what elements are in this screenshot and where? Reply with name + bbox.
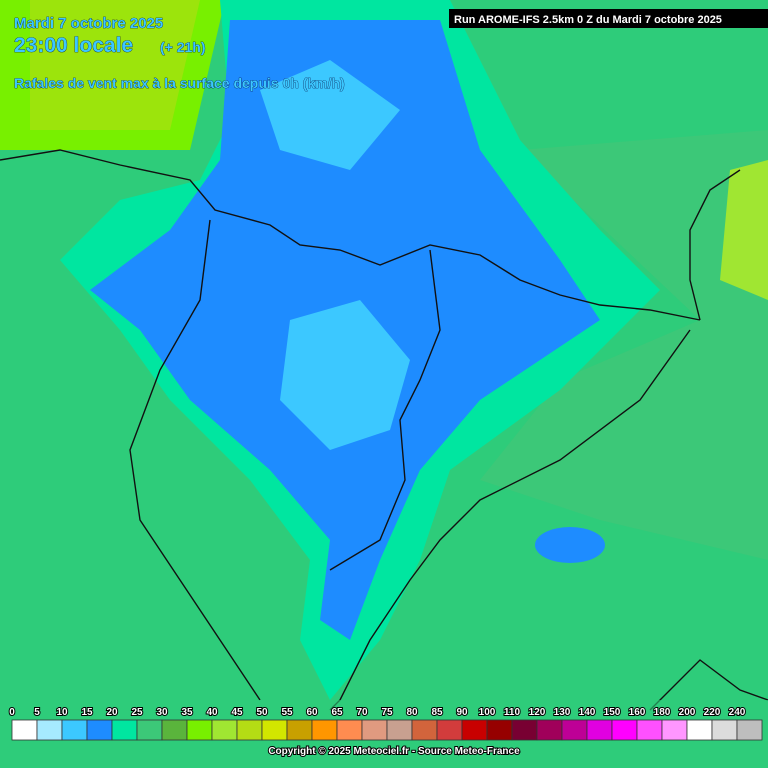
legend-swatch — [711, 719, 738, 741]
legend-swatch — [536, 719, 563, 741]
legend-swatch — [386, 719, 413, 741]
parameter-label: Rafales de vent max à la surface depuis … — [14, 75, 345, 91]
lead-label: (+ 21h) — [160, 39, 206, 55]
sea-region — [480, 130, 768, 560]
legend-label: 5 — [34, 707, 40, 718]
legend-label: 80 — [406, 707, 418, 718]
legend-label: 220 — [704, 707, 721, 718]
legend-swatch — [661, 719, 688, 741]
legend-swatch — [86, 719, 113, 741]
wind-zone — [535, 527, 605, 563]
wind-zone — [260, 60, 410, 450]
run-box — [449, 9, 768, 28]
legend-swatch — [561, 719, 588, 741]
legend-swatch — [736, 719, 763, 741]
legend-label: 35 — [181, 707, 193, 718]
legend-label: 0 — [9, 707, 15, 718]
legend-swatch — [261, 719, 288, 741]
legend-label: 130 — [554, 707, 571, 718]
legend-swatch — [236, 719, 263, 741]
border-line — [0, 149, 768, 711]
legend-label: 20 — [106, 707, 118, 718]
legend-label: 120 — [529, 707, 546, 718]
legend-label: 30 — [156, 707, 168, 718]
legend-label: 160 — [629, 707, 646, 718]
legend-swatch — [436, 719, 463, 741]
legend-label: 10 — [56, 707, 68, 718]
copyright: Copyright © 2025 Meteociel.fr - Source M… — [268, 746, 520, 757]
legend-swatch — [686, 719, 713, 741]
legend-label: 50 — [256, 707, 268, 718]
legend-swatch — [336, 719, 363, 741]
legend-label: 70 — [356, 707, 368, 718]
legend-swatch — [11, 719, 38, 741]
legend-label: 240 — [729, 707, 746, 718]
legend-label: 40 — [206, 707, 218, 718]
legend-label: 75 — [381, 707, 393, 718]
legend-swatch — [161, 719, 188, 741]
legend-swatch — [61, 719, 88, 741]
date-label: Mardi 7 octobre 2025 — [14, 15, 163, 32]
legend-label: 15 — [81, 707, 93, 718]
legend-label: 140 — [579, 707, 596, 718]
legend-swatch — [636, 719, 663, 741]
legend-label: 25 — [131, 707, 143, 718]
legend-label: 110 — [504, 707, 521, 718]
legend-swatch — [111, 719, 138, 741]
legend-label: 65 — [331, 707, 343, 718]
legend-swatch — [136, 719, 163, 741]
legend-swatch — [36, 719, 63, 741]
legend-swatch — [486, 719, 513, 741]
legend-label: 100 — [479, 707, 496, 718]
legend-label: 200 — [679, 707, 696, 718]
legend-label: 45 — [231, 707, 243, 718]
legend-label: 55 — [281, 707, 293, 718]
sea-region — [720, 160, 768, 300]
sea-region — [30, 0, 200, 130]
legend-swatch — [186, 719, 213, 741]
legend-swatch — [211, 719, 238, 741]
legend: 0 5 10 15 20 25 30 35 40 45 50 55 60 65 70 75 80 85 90 100 1… — [8, 706, 763, 741]
legend-label: 85 — [431, 707, 443, 718]
run-label: Run AROME-IFS 2.5km 0 Z du Mardi 7 octob… — [454, 14, 722, 26]
legend-swatch — [311, 719, 338, 741]
legend-label: 150 — [604, 707, 621, 718]
legend-swatch — [611, 719, 638, 741]
legend-label: 90 — [456, 707, 468, 718]
legend-swatch — [361, 719, 388, 741]
legend-label: 180 — [654, 707, 671, 718]
legend-swatch — [286, 719, 313, 741]
legend-swatch — [511, 719, 538, 741]
legend-swatch — [411, 719, 438, 741]
time-label: 23:00 locale — [14, 34, 133, 57]
legend-swatch — [461, 719, 488, 741]
legend-label: 60 — [306, 707, 318, 718]
legend-swatch — [586, 719, 613, 741]
